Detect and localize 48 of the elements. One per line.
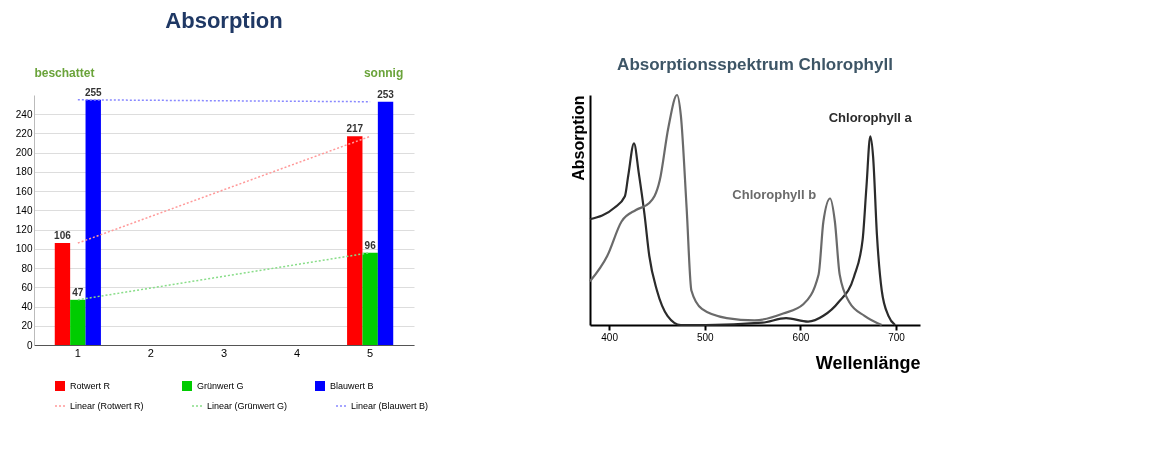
y-tick-label: 40 [21,301,33,313]
x-tick-label: 600 [792,331,810,343]
series-label: Chlorophyll b [732,186,817,202]
x-tick-label: 3 [220,346,228,359]
data-label: 106 [54,230,72,242]
x-tick-label: 500 [696,331,715,343]
legend-label: Linear (Grünwert G) [207,401,288,411]
series-label: Chlorophyll a [828,110,913,126]
legend-label: Linear (Blauwert B) [351,401,429,411]
x-axis-title: Wellenlänge [815,352,921,373]
legend-label: Linear (Rotwert R) [70,401,144,411]
data-label: 255 [84,86,103,98]
y-tick-label: 0 [26,339,33,351]
bar [70,299,86,345]
chart-title: Absorptionsspektrum Chlorophyll [617,54,893,74]
legend-label: Rotwert R [70,381,111,391]
y-axis-title: Absorption [569,95,587,181]
data-label: 96 [364,239,377,251]
bar [54,243,71,345]
legend-label: Grünwert G [197,381,244,391]
x-tick-label: 2 [147,346,154,359]
data-label: 253 [377,88,395,100]
y-tick-label: 20 [21,320,33,332]
chart-title: Absorption [165,8,283,33]
y-tick-label: 140 [15,204,33,216]
y-tick-label: 60 [21,281,33,293]
bar [347,136,363,345]
x-tick-label: 700 [888,331,906,343]
y-tick-label: 180 [15,166,33,178]
text: sonnig [363,66,404,80]
bar [85,99,101,345]
y-tick-label: 160 [15,185,33,197]
y-tick-label: 100 [15,243,33,255]
y-tick-label: 220 [15,127,33,139]
y-tick-label: 200 [15,147,33,159]
x-tick-label: 1 [74,346,81,359]
x-tick-label: 5 [367,346,374,359]
data-label: 217 [346,123,364,135]
text: beschattet [34,66,95,80]
y-tick-label: 80 [21,262,33,274]
y-tick-label: 120 [15,224,33,236]
x-tick-label: 400 [601,331,619,343]
y-tick-label: 240 [15,108,33,120]
bar [377,101,394,345]
x-tick-label: 4 [294,346,301,359]
data-label: 47 [72,286,84,298]
legend-label: Blauwert B [330,381,374,391]
bar [362,252,378,345]
